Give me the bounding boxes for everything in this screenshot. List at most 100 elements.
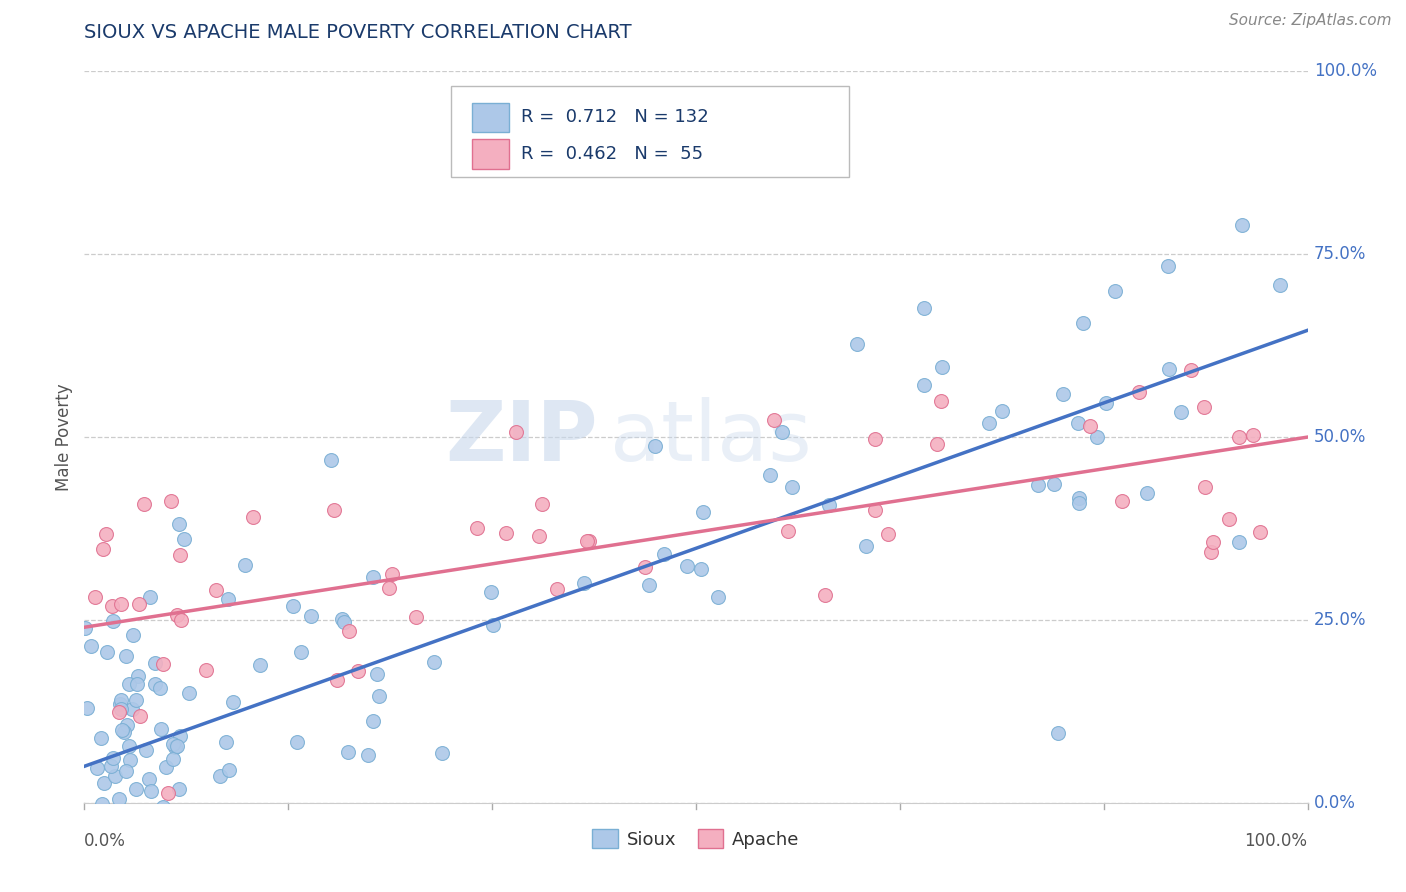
Point xyxy=(249,657,271,672)
Point xyxy=(1085,430,1108,444)
Point xyxy=(1078,419,1101,434)
Point xyxy=(157,786,180,800)
FancyBboxPatch shape xyxy=(472,103,509,132)
Point xyxy=(143,656,166,670)
Point xyxy=(100,759,122,773)
Point xyxy=(205,582,228,597)
Point xyxy=(80,808,103,822)
Point xyxy=(846,337,869,351)
Point xyxy=(689,562,711,576)
FancyBboxPatch shape xyxy=(472,139,509,169)
Point xyxy=(162,832,184,847)
Point xyxy=(776,524,799,539)
Point xyxy=(93,776,115,790)
Point xyxy=(505,425,527,440)
Point xyxy=(813,588,835,602)
Text: atlas: atlas xyxy=(610,397,813,477)
Point xyxy=(145,832,167,847)
Point xyxy=(759,467,782,482)
Point xyxy=(73,621,96,635)
Point xyxy=(531,497,554,511)
Point xyxy=(254,832,277,847)
Text: 100.0%: 100.0% xyxy=(1244,832,1308,850)
Point xyxy=(482,618,505,632)
Point xyxy=(108,792,131,806)
Text: SIOUX VS APACHE MALE POVERTY CORRELATION CHART: SIOUX VS APACHE MALE POVERTY CORRELATION… xyxy=(84,23,631,42)
Point xyxy=(100,821,122,835)
Point xyxy=(108,697,131,711)
Point xyxy=(111,723,134,737)
Text: 0.0%: 0.0% xyxy=(1313,794,1355,812)
Point xyxy=(1170,404,1192,418)
Point xyxy=(118,677,141,691)
Point xyxy=(931,360,953,375)
Point xyxy=(146,830,169,844)
Point xyxy=(165,828,187,842)
Point xyxy=(1192,400,1215,414)
Point xyxy=(381,567,404,582)
Point xyxy=(179,810,201,824)
Point xyxy=(124,693,146,707)
Text: ZIP: ZIP xyxy=(446,397,598,477)
Point xyxy=(233,558,256,573)
Point xyxy=(1227,430,1250,444)
Point xyxy=(110,597,132,611)
Point xyxy=(1201,545,1223,559)
Point xyxy=(929,393,952,408)
Point xyxy=(863,432,886,446)
Point xyxy=(675,558,697,573)
Point xyxy=(242,509,264,524)
Point xyxy=(1218,512,1240,526)
Point xyxy=(1071,316,1094,330)
Point xyxy=(979,416,1001,430)
Legend: Sioux, Apache: Sioux, Apache xyxy=(585,822,807,856)
Point xyxy=(347,665,370,679)
Point xyxy=(1067,491,1090,505)
Point xyxy=(132,497,155,511)
Point xyxy=(363,714,385,728)
Point xyxy=(322,502,344,516)
Point xyxy=(326,673,349,687)
Point xyxy=(117,821,139,835)
Point xyxy=(139,590,162,604)
Point xyxy=(114,832,136,847)
Y-axis label: Male Poverty: Male Poverty xyxy=(55,384,73,491)
Point xyxy=(465,521,488,535)
Point xyxy=(101,599,124,613)
Point xyxy=(167,781,190,796)
Point xyxy=(143,677,166,691)
Point xyxy=(1249,524,1271,539)
Point xyxy=(1052,387,1074,401)
Point xyxy=(162,752,184,766)
Point xyxy=(876,526,898,541)
Point xyxy=(1095,396,1118,410)
Point xyxy=(1180,363,1202,377)
Point xyxy=(127,669,149,683)
Point xyxy=(173,532,195,546)
Point xyxy=(423,655,446,669)
Point xyxy=(96,527,118,541)
Point xyxy=(86,761,108,775)
Point xyxy=(855,540,877,554)
Point xyxy=(162,737,184,751)
Point xyxy=(1241,428,1264,442)
Point xyxy=(1157,362,1180,376)
Point xyxy=(115,649,138,664)
Point xyxy=(321,453,343,467)
Point xyxy=(634,560,657,574)
Point xyxy=(299,608,322,623)
Point xyxy=(217,591,239,606)
Point xyxy=(692,504,714,518)
Point xyxy=(495,525,517,540)
Point xyxy=(166,607,188,622)
Point xyxy=(361,570,384,584)
Point xyxy=(1111,493,1133,508)
Point xyxy=(333,615,356,630)
Point xyxy=(121,814,143,829)
Point xyxy=(1136,486,1159,500)
Point xyxy=(770,425,793,440)
Point xyxy=(146,832,169,847)
Point xyxy=(121,702,143,716)
Point xyxy=(129,831,152,846)
Point xyxy=(315,808,337,822)
